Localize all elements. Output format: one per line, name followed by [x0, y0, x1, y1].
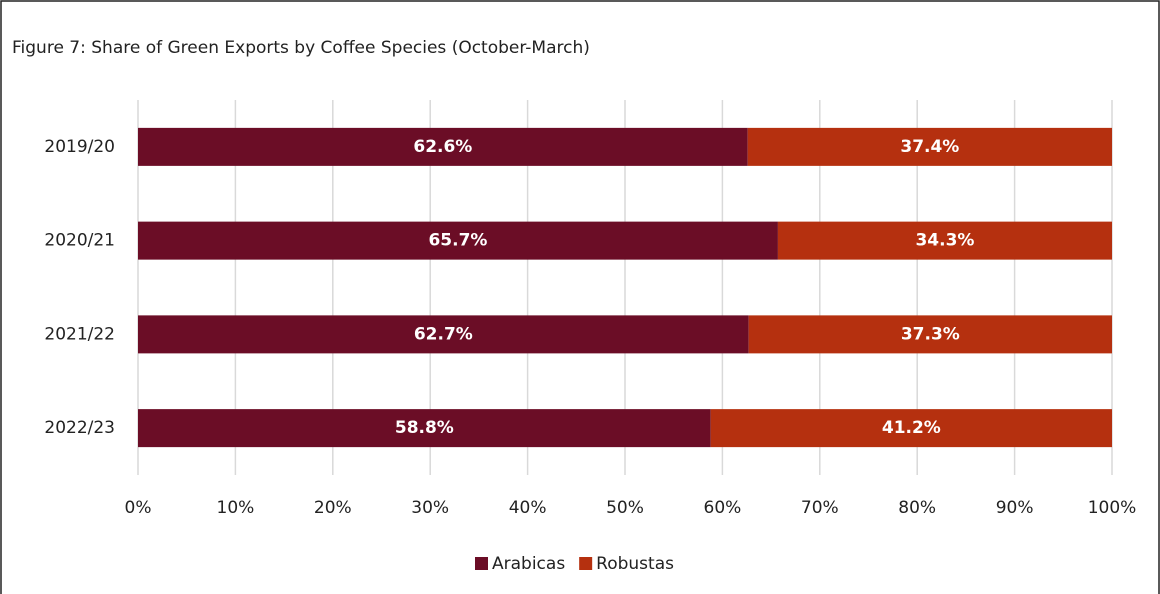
- value-label: 37.3%: [901, 324, 960, 344]
- value-label: 62.6%: [413, 137, 472, 157]
- bar-segment: [777, 221, 1112, 260]
- value-label: 37.4%: [900, 137, 959, 157]
- chart-title: Figure 7: Share of Green Exports by Coff…: [12, 38, 590, 58]
- bar-segment: [138, 409, 711, 448]
- bar-segment: [710, 409, 1112, 448]
- y-tick-label: 2019/20: [44, 137, 115, 157]
- x-tick-label: 0%: [125, 498, 152, 518]
- x-tick-label: 90%: [996, 498, 1034, 518]
- bar-segment: [748, 315, 1112, 354]
- value-label: 58.8%: [395, 418, 454, 438]
- bar-segment: [138, 127, 748, 166]
- y-tick-label: 2021/22: [44, 324, 115, 344]
- bar-segment: [138, 315, 749, 354]
- x-tick-label: 60%: [704, 498, 742, 518]
- x-tick-label: 20%: [314, 498, 352, 518]
- value-label: 41.2%: [882, 418, 941, 438]
- value-label: 34.3%: [915, 231, 974, 251]
- x-tick-label: 70%: [801, 498, 839, 518]
- x-tick-label: 50%: [606, 498, 644, 518]
- x-tick-label: 30%: [411, 498, 449, 518]
- bar-segment: [747, 127, 1112, 166]
- y-tick-label: 2020/21: [44, 231, 115, 251]
- legend-label: Robustas: [596, 554, 674, 574]
- y-tick-label: 2022/23: [44, 418, 115, 438]
- bar-segment: [138, 221, 778, 260]
- legend-label: Arabicas: [492, 554, 565, 574]
- x-tick-label: 80%: [898, 498, 936, 518]
- x-tick-label: 100%: [1088, 498, 1137, 518]
- value-label: 65.7%: [428, 231, 487, 251]
- legend-swatch: [579, 557, 593, 570]
- x-tick-label: 10%: [217, 498, 255, 518]
- value-label: 62.7%: [414, 324, 473, 344]
- x-tick-label: 40%: [509, 498, 547, 518]
- legend-swatch: [475, 557, 488, 570]
